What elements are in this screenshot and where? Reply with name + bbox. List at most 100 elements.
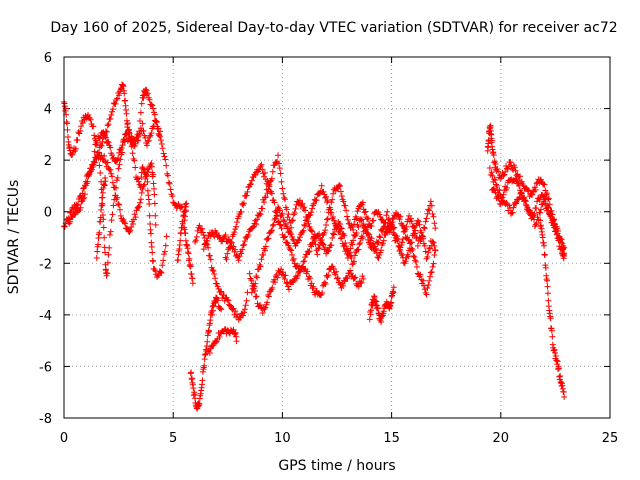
data-point — [139, 164, 146, 171]
data-point — [343, 274, 350, 281]
data-point — [355, 246, 362, 253]
data-point — [85, 111, 92, 118]
data-point — [226, 244, 233, 251]
data-point — [116, 92, 123, 99]
data-point — [277, 170, 284, 177]
data-point — [279, 269, 286, 276]
data-point — [344, 275, 351, 282]
data-point — [148, 243, 155, 250]
series-track-e — [93, 175, 109, 262]
data-point — [338, 225, 345, 232]
data-point — [159, 262, 166, 269]
data-point — [502, 168, 509, 175]
data-point — [407, 215, 414, 222]
data-point — [169, 193, 176, 200]
data-point — [289, 217, 296, 224]
data-point — [532, 186, 539, 193]
data-point — [243, 297, 250, 304]
data-point — [151, 191, 158, 198]
data-point — [105, 121, 112, 128]
data-point — [91, 132, 98, 139]
data-point — [277, 221, 284, 228]
data-point — [338, 234, 345, 241]
data-point — [129, 150, 136, 157]
data-point — [139, 120, 146, 127]
data-point — [143, 173, 150, 180]
data-point — [265, 293, 272, 300]
data-point — [429, 210, 436, 217]
data-point — [233, 223, 240, 230]
data-point — [365, 236, 372, 243]
data-point — [269, 168, 276, 175]
data-point — [316, 230, 323, 237]
data-point — [343, 207, 350, 214]
data-point — [341, 243, 348, 250]
data-point — [309, 202, 316, 209]
data-point — [308, 209, 315, 216]
data-point — [99, 200, 106, 207]
data-point — [385, 216, 392, 223]
data-point — [131, 157, 138, 164]
data-point — [261, 169, 268, 176]
y-tick-label: -2 — [39, 257, 52, 272]
data-point — [293, 240, 300, 247]
data-point — [134, 175, 141, 182]
data-point — [426, 207, 433, 214]
data-point — [67, 208, 74, 215]
data-point — [102, 134, 109, 141]
data-point — [132, 140, 139, 147]
data-point — [224, 296, 231, 303]
data-point — [323, 222, 330, 229]
data-point — [61, 223, 68, 230]
y-tick-label: 4 — [44, 103, 52, 118]
data-point — [359, 273, 366, 280]
data-point — [119, 142, 126, 149]
data-point — [300, 258, 307, 265]
data-point — [137, 131, 144, 138]
data-point — [240, 241, 247, 248]
data-point — [429, 263, 436, 270]
data-point — [104, 122, 111, 129]
data-point — [492, 160, 499, 167]
data-point — [252, 280, 259, 287]
data-point — [337, 228, 344, 235]
data-point — [71, 211, 78, 218]
data-point — [196, 400, 203, 407]
data-point — [351, 221, 358, 228]
data-point — [541, 196, 548, 203]
data-point — [293, 275, 300, 282]
data-point — [287, 246, 294, 253]
data-point — [91, 148, 98, 155]
data-point — [323, 199, 330, 206]
data-point — [136, 130, 143, 137]
data-point — [268, 228, 275, 235]
data-point — [430, 213, 437, 220]
data-point — [222, 231, 229, 238]
data-point — [355, 223, 362, 230]
data-point — [166, 180, 173, 187]
data-point — [190, 385, 197, 392]
data-point — [285, 211, 292, 218]
data-point — [316, 241, 323, 248]
data-point — [368, 223, 375, 230]
data-point — [156, 131, 163, 138]
data-point — [330, 217, 337, 224]
data-point — [372, 245, 379, 252]
data-point — [241, 306, 248, 313]
data-point — [384, 208, 391, 215]
data-point — [90, 158, 97, 165]
data-point — [288, 231, 295, 238]
data-point — [318, 237, 325, 244]
data-point — [382, 219, 389, 226]
data-point — [96, 162, 103, 169]
data-point — [533, 180, 540, 187]
data-point — [183, 200, 190, 207]
data-point — [330, 230, 337, 237]
data-point — [265, 235, 272, 242]
data-point — [417, 271, 424, 278]
data-point — [549, 217, 556, 224]
data-point — [316, 245, 323, 252]
data-point — [137, 196, 144, 203]
data-point — [179, 220, 186, 227]
data-point — [544, 190, 551, 197]
